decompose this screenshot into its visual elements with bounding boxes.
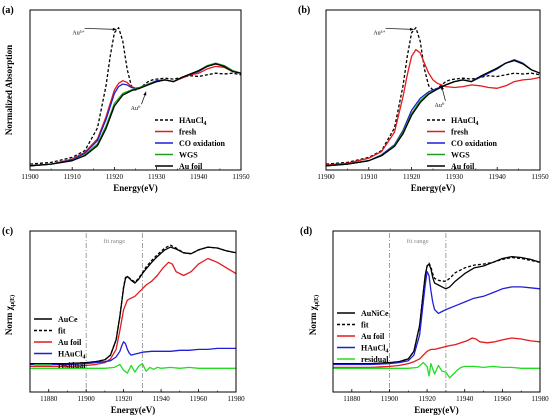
series-line-wgs xyxy=(325,59,541,167)
legend-entry: CO oxidation xyxy=(179,139,226,148)
x-tick-label: 11940 xyxy=(489,173,507,181)
legend-entry: Au foil xyxy=(179,162,203,171)
annotation-label: Au³⁺ xyxy=(373,30,385,36)
annotation-arrow xyxy=(84,28,117,30)
x-tick-label: 11960 xyxy=(494,395,512,403)
annotation-label: Au⁰ xyxy=(435,102,445,109)
x-tick-label: 11910 xyxy=(64,173,82,181)
legend-entry: AuCe xyxy=(58,315,78,324)
annotation-label: Au⁰ xyxy=(131,105,141,112)
x-tick-label: 11940 xyxy=(456,395,474,403)
x-tick-label: 11950 xyxy=(232,173,250,181)
series-line-au-foil xyxy=(333,337,541,369)
y-axis-label: Norm χμ(E) xyxy=(4,295,16,335)
x-axis-label: Energy(eV) xyxy=(414,405,459,415)
legend-entry: Au foil xyxy=(361,332,385,341)
legend-entry: AuNiCe xyxy=(361,309,389,318)
fit-range-label: fit range xyxy=(103,238,125,245)
plot-frame xyxy=(332,230,541,393)
x-tick-label: 11960 xyxy=(190,395,208,403)
series-line-fit xyxy=(333,256,541,365)
panel-a: (a) 11900 11910 11920 11930 11940 11950 Energy(… xyxy=(2,5,250,193)
series-line-haucl4 xyxy=(325,27,541,165)
series-line-fit xyxy=(30,244,237,365)
x-tick-label: 11930 xyxy=(446,173,464,181)
annotation-label: Au³⁺ xyxy=(72,30,84,36)
legend-entry: HAuCl4 xyxy=(58,350,85,361)
series-line-wgs xyxy=(29,62,242,167)
x-tick-label: 11910 xyxy=(360,173,378,181)
y-axis-label: Norm χμ(E) xyxy=(308,295,320,335)
x-tick-label: 11980 xyxy=(531,395,549,403)
x-tick-label: 11980 xyxy=(227,395,245,403)
legend-entry: WGS xyxy=(179,151,198,160)
series-line-residual xyxy=(333,361,540,379)
x-tick-label: 11880 xyxy=(343,395,361,403)
series-line-au-foil xyxy=(29,63,242,167)
panel-label: (d) xyxy=(300,226,312,237)
x-tick-label: 11940 xyxy=(190,173,208,181)
panel-label: (b) xyxy=(298,5,310,16)
series-line-au-foil xyxy=(30,257,237,368)
panel-label: (c) xyxy=(2,226,13,237)
series-line-co-oxidation xyxy=(325,59,541,167)
annotation-arrowhead xyxy=(410,27,414,31)
series-line-haucl4 xyxy=(333,271,541,366)
legend-entry: CO oxidation xyxy=(451,139,498,148)
annotation-arrowhead xyxy=(440,85,444,90)
x-axis-label: Energy(eV) xyxy=(111,405,156,415)
x-tick-label: 11920 xyxy=(115,395,133,403)
fit-range-label: fit range xyxy=(407,238,429,245)
annotation-arrowhead xyxy=(112,27,117,31)
x-tick-label: 11920 xyxy=(418,395,436,403)
legend-entry: fit xyxy=(58,327,66,336)
x-tick-label: 11900 xyxy=(78,395,96,403)
legend-entry: HAuCl4 xyxy=(179,116,206,127)
series-line-au-foil xyxy=(325,59,541,167)
x-tick-label: 11900 xyxy=(317,173,335,181)
x-tick-label: 11920 xyxy=(106,173,124,181)
legend-entry: Au foil xyxy=(451,162,475,171)
y-axis-label: Normalized Absorption xyxy=(4,45,14,135)
x-tick-label: 11900 xyxy=(21,173,39,181)
series-line-fresh xyxy=(325,48,541,166)
legend-entry: WGS xyxy=(451,151,470,160)
panel-c: (c) fit range 11880 11900 11920 11940 11960 119… xyxy=(2,226,245,415)
x-tick-label: 11900 xyxy=(381,395,399,403)
series-line-fresh xyxy=(29,65,242,167)
legend-entry: residual xyxy=(361,355,389,364)
series-line-haucl4 xyxy=(30,341,236,366)
legend-entry: residual xyxy=(58,361,86,370)
legend-entry: fit xyxy=(361,321,369,330)
legend-entry: fresh xyxy=(179,128,197,137)
annotation-arrow xyxy=(385,28,414,30)
series-line-residual xyxy=(30,362,236,374)
plot-frame xyxy=(29,230,237,393)
x-tick-label: 11950 xyxy=(531,173,549,181)
x-tick-label: 11930 xyxy=(148,173,166,181)
series-line-co-oxidation xyxy=(29,63,242,167)
panel-b: (b) 11900 11910 11920 11930 11940 11950 Energy(… xyxy=(298,5,549,193)
legend-entry: Au foil xyxy=(58,338,82,347)
legend-entry: HAuCl4 xyxy=(451,116,478,127)
annotation-arrowhead xyxy=(143,91,147,96)
x-axis-label: Energy(eV) xyxy=(411,183,456,193)
x-tick-label: 11920 xyxy=(403,173,421,181)
panel-d: (d) fit range 11880 11900 11920 11940 11960 119… xyxy=(300,226,549,415)
panel-label: (a) xyxy=(2,5,14,16)
legend-entry: fresh xyxy=(451,128,469,137)
legend-entry: HAuCl4 xyxy=(361,344,388,355)
x-tick-label: 11940 xyxy=(152,395,170,403)
x-tick-label: 11880 xyxy=(40,395,58,403)
x-axis-label: Energy(eV) xyxy=(113,183,158,193)
